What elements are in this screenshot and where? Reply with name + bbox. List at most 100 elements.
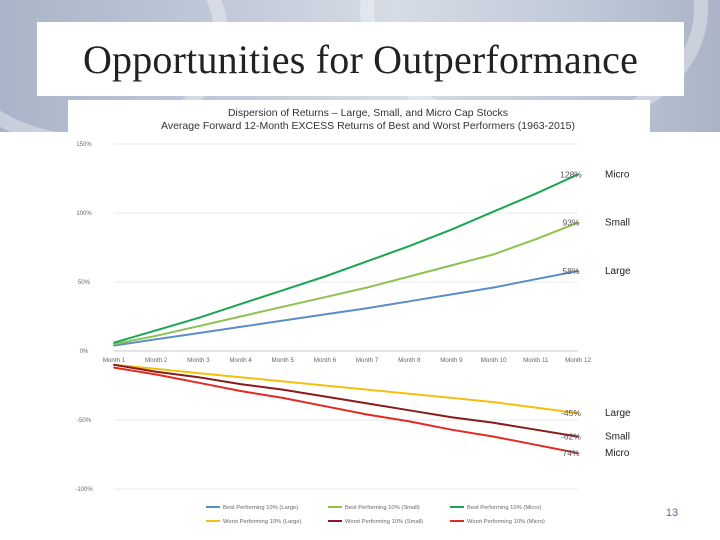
data-point [281,289,284,292]
data-point [239,376,242,379]
data-point [197,316,200,319]
data-point [239,303,242,305]
data-point [408,275,411,278]
legend-label: Worst Performing 10% (Micro) [467,519,545,525]
data-point [408,420,411,423]
data-point [366,260,368,263]
series-line [113,363,579,438]
data-point [155,368,158,370]
chart-area: Dispersion of Returns – Large, Small, an… [68,100,650,532]
data-point [239,315,242,318]
data-point [324,296,326,299]
page-number: 13 [665,507,679,519]
data-point [492,421,495,424]
y-tick-label: -100% [75,487,93,493]
data-point [366,388,368,391]
data-point [324,275,326,278]
x-tick-label: Month 6 [314,357,337,364]
x-tick-label: Month 7 [356,357,379,364]
series-line [113,363,579,415]
series-line [113,221,579,346]
data-point [155,334,158,337]
data-point [450,293,453,296]
y-tick-label: 150% [76,142,92,148]
end-value-label: -62% [561,432,581,442]
data-point [534,428,537,431]
data-point [534,192,537,195]
data-point [239,390,242,392]
data-point [577,452,579,455]
data-point [408,392,411,395]
data-point [450,264,453,267]
y-tick-label: 50% [78,280,91,286]
data-point [492,401,495,403]
data-point [534,278,537,281]
x-tick-label: Month 8 [398,357,421,364]
x-tick-label: Month 11 [523,357,549,364]
data-point [408,409,411,412]
data-point [324,395,326,398]
end-value-label: 58% [562,266,579,276]
x-tick-label: Month 5 [272,357,295,364]
end-value-label: 128% [560,169,582,179]
data-point [492,435,495,438]
y-tick-label: 100% [76,211,92,217]
legend-label: Worst Performing 10% (Small) [345,519,423,525]
data-point [113,341,115,344]
end-value-label: 93% [562,218,579,228]
x-tick-label: Month 4 [229,357,252,364]
data-point [366,307,368,310]
x-tick-label: Month 1 [103,357,126,364]
data-point [577,412,579,414]
data-point [577,270,579,272]
end-size-label: Large [605,408,631,419]
y-tick-label: 0% [80,349,89,355]
data-point [155,338,158,341]
data-point [492,210,495,213]
data-point [281,319,284,322]
data-point [281,397,284,399]
data-point [197,381,200,384]
data-point [534,443,537,446]
data-point [492,253,495,256]
end-value-label: -45% [561,408,581,418]
data-point [113,343,115,345]
x-tick-label: Month 9 [440,357,463,364]
data-point [324,405,326,408]
data-point [281,305,284,308]
legend-label: Best Performing 10% (Large) [223,505,298,511]
legend-label: Best Performing 10% (Micro) [467,505,541,511]
data-point [366,286,368,289]
data-point [408,245,411,248]
end-value-label: 74% [562,448,579,458]
data-point [155,373,158,376]
data-point [197,325,200,328]
data-point [450,428,453,431]
x-tick-label: Month 10 [481,357,507,364]
series-line [113,366,579,455]
data-point [197,332,200,334]
legend-label: Best Performing 10% (Small) [345,505,420,511]
data-point [534,406,537,409]
data-point [366,413,368,416]
end-size-label: Small [605,218,630,229]
data-point [577,221,579,224]
data-point [450,397,453,399]
data-point [534,238,537,241]
series-line [113,173,579,344]
end-size-label: Small [605,432,630,443]
data-point [155,370,158,373]
data-point [366,402,368,405]
series-line [113,270,579,347]
data-point [113,366,115,369]
slide-title-box: Opportunities for Outperformance [37,22,684,96]
data-point [197,376,200,379]
legend-label: Worst Performing 10% (Large) [223,519,302,525]
chart-title: Dispersion of Returns – Large, Small, an… [228,107,508,119]
data-point [281,388,284,391]
line-chart: Dispersion of Returns – Large, Small, an… [75,107,631,525]
data-point [324,384,326,387]
end-size-label: Large [605,266,631,277]
data-point [450,416,453,419]
chart-subtitle: Average Forward 12-Month EXCESS Returns … [161,120,575,132]
